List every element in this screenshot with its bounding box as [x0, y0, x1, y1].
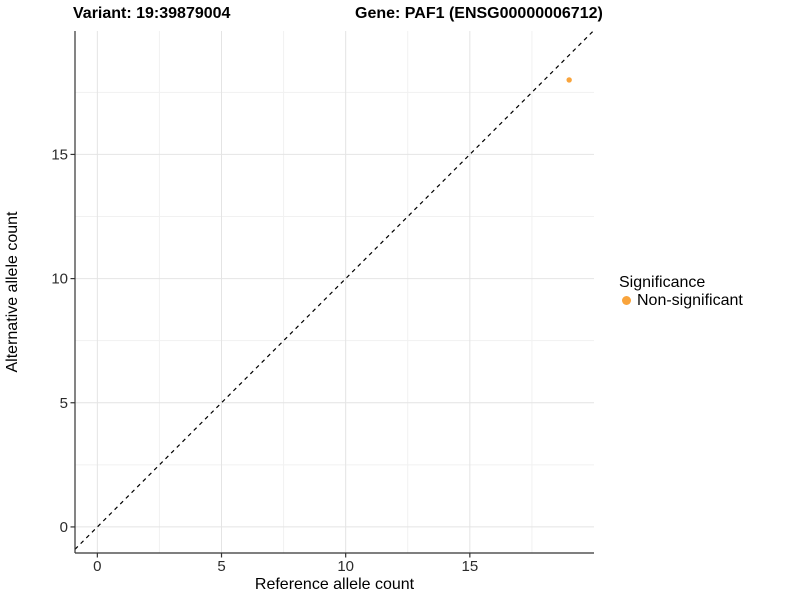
x-tick-label: 5 — [217, 558, 225, 575]
x-tick-label: 10 — [337, 558, 354, 575]
x-tick-label: 15 — [461, 558, 478, 575]
x-axis-title: Reference allele count — [254, 576, 415, 593]
y-tick-label: 15 — [51, 146, 68, 163]
data-point — [566, 77, 572, 83]
plot-panel — [75, 31, 594, 553]
y-tick-label: 5 — [60, 395, 68, 412]
y-tick-label: 0 — [60, 519, 68, 536]
y-tick-label: 10 — [51, 271, 68, 288]
legend-title: Significance — [619, 274, 706, 291]
plot-title-gene: Gene: PAF1 (ENSG00000006712) — [355, 5, 603, 22]
x-tick-label: 0 — [93, 558, 101, 575]
plot-title-variant: Variant: 19:39879004 — [73, 5, 231, 22]
legend-item-label: Non-significant — [637, 292, 743, 309]
y-axis-title: Alternative allele count — [4, 211, 21, 373]
identity-line-dashed — [74, 30, 594, 550]
legend-point-circle-icon — [622, 296, 631, 305]
